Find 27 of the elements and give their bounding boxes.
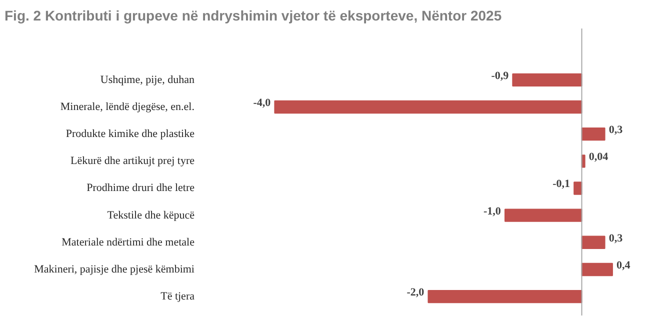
bar	[504, 208, 582, 222]
data-label: -0,1	[552, 178, 570, 190]
data-label: 0,3	[608, 124, 624, 136]
data-label: -1,0	[484, 205, 502, 218]
y-tick-label: Produkte kimike dhe plastike	[66, 128, 195, 140]
bar	[428, 290, 582, 304]
data-label: -0,9	[491, 70, 510, 82]
data-label: 0,04	[588, 151, 609, 164]
y-tick-label: Prodhime druri dhe letre	[86, 182, 195, 194]
bar	[512, 73, 582, 87]
bar	[581, 128, 606, 141]
y-tick-label: Minerale, lëndë djegëse, en.el.	[60, 101, 195, 114]
data-label: -4,0	[253, 97, 272, 110]
data-label: 0,4	[616, 259, 631, 272]
y-tick-label: Materiale ndërtimi dhe metale	[62, 236, 195, 248]
bar	[274, 100, 582, 114]
data-label: -2,0	[406, 286, 425, 299]
y-tick-label: Të tjera	[160, 290, 195, 303]
bar	[581, 262, 613, 276]
y-tick-label: Lëkurë dhe artikujt prej tyre	[70, 155, 195, 168]
data-label: 0,3	[608, 232, 624, 244]
y-tick-label: Tekstile dhe këpucë	[107, 209, 195, 222]
bar	[581, 236, 606, 249]
chart-title: Fig. 2 Kontributi i grupeve në ndryshimin vjetor të eksporteve, Nëntor 2025	[4, 8, 502, 24]
bar	[574, 182, 582, 195]
y-tick-label: Ushqime, pije, duhan	[100, 74, 195, 86]
y-tick-label: Makineri, pajisje dhe pjesë këmbimi	[34, 263, 195, 276]
